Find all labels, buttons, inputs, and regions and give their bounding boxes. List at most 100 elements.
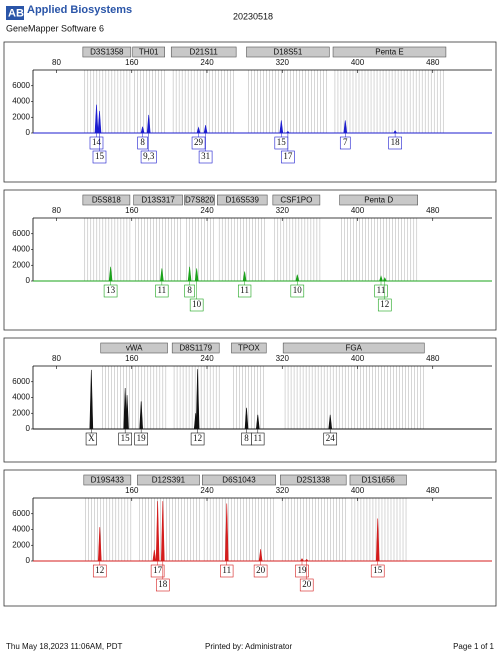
brand: Applied Biosystems [27, 4, 132, 16]
allele-label: 15 [95, 151, 105, 161]
marker-name: D18S51 [273, 48, 302, 57]
marker-box [339, 194, 418, 206]
marker-box [132, 46, 165, 58]
peak [160, 501, 165, 562]
allele-box [191, 136, 206, 150]
marker-box [83, 474, 132, 486]
x-tick-label: 160 [125, 206, 139, 215]
x-tick-label: 240 [200, 354, 214, 363]
x-tick-label: 160 [125, 354, 139, 363]
allele-box [370, 564, 385, 578]
allele-label: 8 [244, 433, 249, 443]
peak [295, 274, 300, 282]
x-tick-label: 320 [276, 206, 290, 215]
y-tick-label: 2000 [12, 112, 30, 121]
marker-box [349, 474, 407, 486]
marker-name: D13S317 [141, 196, 175, 205]
peak [152, 549, 157, 562]
peak [187, 266, 192, 282]
allele-label: 19 [137, 433, 147, 443]
panel-border [3, 337, 497, 463]
allele-box [388, 136, 402, 150]
allele-box [137, 136, 148, 150]
marker-name: TH01 [139, 48, 159, 57]
peak [155, 501, 160, 562]
printed-by: Printed by: Administrator [205, 642, 292, 651]
peak [94, 104, 99, 134]
peak [393, 130, 398, 134]
allele-box [251, 432, 265, 446]
allele-label: 15 [121, 433, 131, 443]
allele-box [134, 432, 148, 446]
x-tick-label: 400 [351, 354, 365, 363]
allele-box [377, 298, 392, 312]
y-tick-label: 6000 [12, 377, 30, 386]
marker-box [231, 342, 267, 354]
allele-box [184, 284, 195, 298]
y-tick-label: 4000 [12, 393, 30, 402]
panel: D19S433 D12S391 D6S1043 D2S1338 D1S1656 160 24… [3, 469, 497, 607]
marker-name: D7S820 [185, 196, 214, 205]
peak [139, 401, 143, 430]
marker-name: D2S1338 [297, 476, 331, 485]
marker-name: vWA [126, 344, 143, 353]
marker-name: Penta D [364, 196, 393, 205]
peak [97, 110, 102, 134]
allele-box [281, 150, 295, 164]
marker-name: Penta E [375, 48, 403, 57]
allele-label: 20 [302, 579, 312, 589]
allele-box [299, 578, 314, 592]
marker-box [171, 342, 220, 354]
peak [379, 275, 383, 282]
marker-name: FGA [346, 344, 363, 353]
x-tick-label: 80 [52, 354, 61, 363]
marker-box [272, 194, 321, 206]
allele-box [220, 564, 234, 578]
peak [125, 395, 129, 430]
allele-box [118, 432, 132, 446]
y-tick-label: 0 [26, 424, 31, 433]
x-tick-label: 400 [351, 58, 365, 67]
allele-label: 9,3 [143, 151, 155, 161]
peak [304, 558, 309, 562]
allele-label: 31 [201, 151, 210, 161]
y-tick-label: 2000 [12, 408, 30, 417]
marker-name: D1S1656 [362, 476, 396, 485]
marker-box [280, 474, 347, 486]
allele-box [92, 150, 107, 164]
y-tick-label: 2000 [12, 540, 30, 549]
allele-label: 18 [158, 579, 168, 589]
marker-box [202, 474, 276, 486]
peak [195, 369, 200, 430]
allele-label: 17 [283, 151, 293, 161]
allele-label: 8 [140, 137, 145, 147]
panel: D3S1358 TH01 D21S11 D18S51 Penta E80 160 240 32… [3, 41, 497, 183]
marker-name: D19S433 [91, 476, 125, 485]
allele-box [92, 564, 107, 578]
y-tick-label: 6000 [12, 81, 30, 90]
software: GeneMapper Software 6 [6, 23, 104, 33]
panel-border [3, 469, 497, 607]
x-tick-label: 320 [276, 58, 290, 67]
marker-box [332, 46, 447, 58]
allele-label: 12 [95, 565, 104, 575]
allele-box [190, 432, 205, 446]
x-tick-label: 480 [426, 58, 440, 67]
allele-label: 19 [298, 565, 308, 575]
allele-label: 11 [377, 285, 386, 295]
allele-label: 8 [187, 285, 192, 295]
marker-name: D21S11 [190, 48, 219, 57]
allele-box [290, 284, 305, 298]
x-tick-label: 80 [52, 58, 61, 67]
x-tick-label: 480 [426, 486, 440, 495]
allele-label: 17 [153, 565, 163, 575]
x-tick-label: 160 [125, 486, 139, 495]
peak [328, 414, 333, 430]
allele-label: 24 [326, 433, 336, 443]
peak [89, 369, 94, 430]
marker-box [82, 46, 132, 58]
panel: vWA D8S1179 TPOX FGA 80 160 240 320 400 480 0 2000 4… [3, 337, 497, 463]
y-tick-label: 6000 [12, 229, 30, 238]
allele-label: 15 [277, 137, 287, 147]
